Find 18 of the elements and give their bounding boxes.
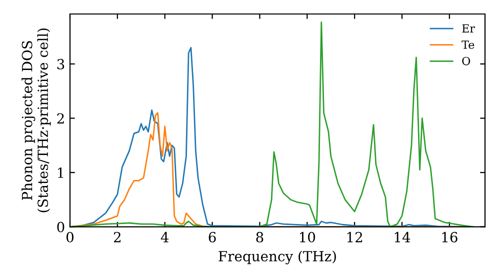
legend-label: O [462,56,470,66]
legend-label: Te [462,40,474,49]
y-tick-label: 3 [57,58,64,70]
x-tick-label: 4 [160,232,169,242]
x-tick-label: 0 [66,232,74,242]
y-axis-title: Phonon projected DOS (States/THz·primitive cell) [22,28,51,212]
x-tick-label: 12 [347,232,362,242]
legend-label: Er [462,24,475,32]
x-axis-title: Frequency (THz) [218,250,336,264]
x-tick-label: 14 [394,232,410,242]
x-tick-label: 2 [114,232,120,242]
y-tick-label: 1 [58,167,64,178]
y-tick-label: 0 [57,222,64,232]
x-tick-label: 6 [208,232,216,242]
x-tick-label: 16 [442,232,458,242]
x-tick-label: 8 [256,232,264,242]
x-tick-label: 10 [300,232,316,242]
y-tick-label: 2 [57,113,64,124]
